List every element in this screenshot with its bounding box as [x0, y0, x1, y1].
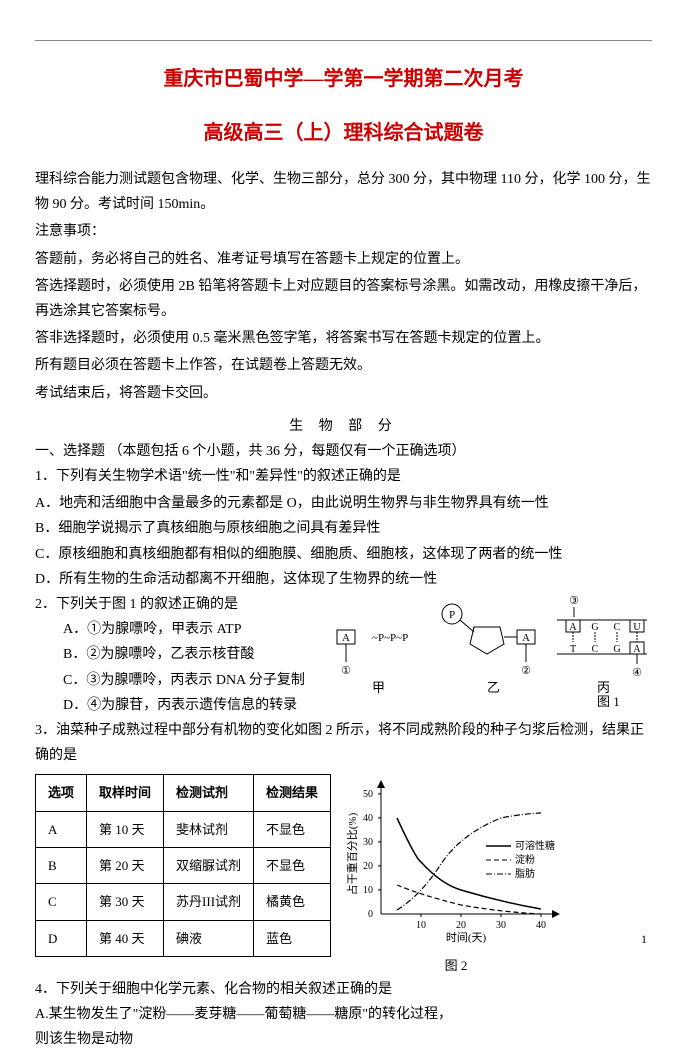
table-row: B 第 20 天 双缩脲试剂 不显色: [36, 848, 331, 884]
svg-text:乙: 乙: [487, 680, 500, 695]
figure-1-diagram: A ~P~P~P ① 甲 P A ② 乙 ③ A G C U T C G A ④…: [332, 592, 652, 707]
svg-text:图 1: 图 1: [597, 694, 620, 707]
svg-text:甲: 甲: [372, 680, 385, 695]
intro-line-2: 答题前，务必将自己的姓名、准考证号填写在答题卡上规定的位置上。: [35, 247, 652, 272]
svg-text:~P~P~P: ~P~P~P: [372, 632, 408, 644]
th-3: 检测结果: [254, 775, 331, 811]
q2-opt-c: C．③为腺嘌呤，丙表示 DNA 分子复制: [35, 668, 332, 693]
svg-text:30: 30: [363, 837, 373, 848]
figure-2-label: 图 2: [341, 954, 571, 977]
svg-text:10: 10: [363, 885, 373, 896]
table-header-row: 选项 取样时间 检测试剂 检测结果: [36, 775, 331, 811]
svg-text:U: U: [633, 622, 641, 633]
q2-opt-a: A．①为腺嘌呤，甲表示 ATP: [35, 617, 332, 642]
svg-text:G: G: [613, 644, 620, 655]
q4-stem: 4．下列关于细胞中化学元素、化合物的相关叙述正确的是: [35, 977, 652, 1002]
intro-line-6: 考试结束后，将答题卡交回。: [35, 381, 652, 406]
exam-title-main: 重庆市巴蜀中学—学第一学期第二次月考: [35, 61, 652, 97]
q3-table: 选项 取样时间 检测试剂 检测结果 A 第 10 天 斐林试剂 不显色 B 第 …: [35, 774, 331, 957]
svg-text:40: 40: [363, 813, 373, 824]
exam-title-sub: 高级高三（上）理科综合试题卷: [35, 115, 652, 151]
q2-stem: 2．下列关于图 1 的叙述正确的是: [35, 592, 332, 617]
svg-text:①: ①: [341, 665, 351, 677]
svg-text:50: 50: [363, 789, 373, 800]
svg-text:C: C: [614, 622, 621, 633]
svg-text:②: ②: [521, 665, 531, 677]
top-divider: [35, 40, 652, 41]
th-0: 选项: [36, 775, 87, 811]
q4-opt-a: A.某生物发生了"淀粉——麦芽糖——葡萄糖——糖原"的转化过程，则该生物是动物: [35, 1002, 455, 1052]
svg-text:P: P: [449, 609, 455, 621]
table-row: C 第 30 天 苏丹III试剂 橘黄色: [36, 884, 331, 920]
intro-line-1: 注意事项：: [35, 219, 652, 244]
svg-text:脂肪: 脂肪: [515, 867, 535, 880]
q2-opt-b: B．②为腺嘌呤，乙表示核苷酸: [35, 642, 332, 667]
svg-text:可溶性糖: 可溶性糖: [515, 839, 555, 852]
table-row: A 第 10 天 斐林试剂 不显色: [36, 811, 331, 847]
svg-text:A: A: [633, 644, 641, 655]
svg-text:淀粉: 淀粉: [515, 853, 535, 866]
th-1: 取样时间: [87, 775, 164, 811]
biology-section-header: 生 物 部 分: [35, 414, 652, 439]
svg-text:30: 30: [496, 920, 506, 931]
svg-text:C: C: [592, 644, 599, 655]
select-header: 一、选择题 （本题包括 6 个小题，共 36 分，每题仅有一个正确选项）: [35, 439, 652, 464]
intro-line-5: 所有题目必须在答题卡上作答，在试题卷上答题无效。: [35, 353, 652, 378]
q1-opt-d: D．所有生物的生命活动都离不开细胞，这体现了生物界的统一性: [35, 567, 652, 592]
svg-text:丙: 丙: [597, 680, 610, 695]
svg-text:③: ③: [569, 595, 579, 607]
q1-opt-a: A．地壳和活细胞中含量最多的元素都是 O，由此说明生物界与非生物界具有统一性: [35, 491, 652, 516]
q2-opt-d: D．④为腺苷，丙表示遗传信息的转录: [35, 693, 332, 718]
intro-line-3: 答选择题时，必须使用 2B 铅笔将答题卡上对应题目的答案标号涂黑。如需改动，用橡…: [35, 274, 652, 324]
svg-text:10: 10: [416, 920, 426, 931]
svg-text:④: ④: [632, 667, 642, 679]
svg-text:A: A: [522, 632, 530, 644]
intro-line-0: 理科综合能力测试题包含物理、化学、生物三部分，总分 300 分，其中物理 110…: [35, 167, 652, 217]
q1-opt-b: B．细胞学说揭示了真核细胞与原核细胞之间具有差异性: [35, 516, 652, 541]
svg-text:A: A: [342, 632, 350, 644]
q1-stem: 1．下列有关生物学术语"统一性"和"差异性"的叙述正确的是: [35, 464, 652, 489]
q1-opt-c: C．原核细胞和真核细胞都有相似的细胞膜、细胞质、细胞核，这体现了两者的统一性: [35, 542, 652, 567]
figure-2-wrapper: 0 10 20 30 40 50 10 20 30 40 占干重百分比(%) 时…: [341, 774, 571, 977]
svg-text:占干重百分比(%): 占干重百分比(%): [345, 813, 359, 896]
th-2: 检测试剂: [164, 775, 254, 811]
q3-stem: 3．油菜种子成熟过程中部分有机物的变化如图 2 所示，将不同成熟阶段的种子匀浆后…: [35, 718, 652, 768]
svg-text:20: 20: [363, 861, 373, 872]
svg-text:0: 0: [368, 909, 373, 920]
svg-text:A: A: [569, 622, 577, 633]
svg-text:20: 20: [456, 920, 466, 931]
svg-text:40: 40: [536, 920, 546, 931]
svg-text:T: T: [570, 644, 576, 655]
table-row: D 第 40 天 碘液 蓝色: [36, 920, 331, 956]
figure-2-chart: 0 10 20 30 40 50 10 20 30 40 占干重百分比(%) 时…: [341, 774, 571, 944]
page-number: 1: [641, 929, 647, 951]
svg-text:G: G: [591, 622, 598, 633]
svg-text:时间(天): 时间(天): [446, 931, 487, 944]
intro-line-4: 答非选择题时，必须使用 0.5 毫米黑色签字笔，将答案书写在答题卡规定的位置上。: [35, 326, 652, 351]
